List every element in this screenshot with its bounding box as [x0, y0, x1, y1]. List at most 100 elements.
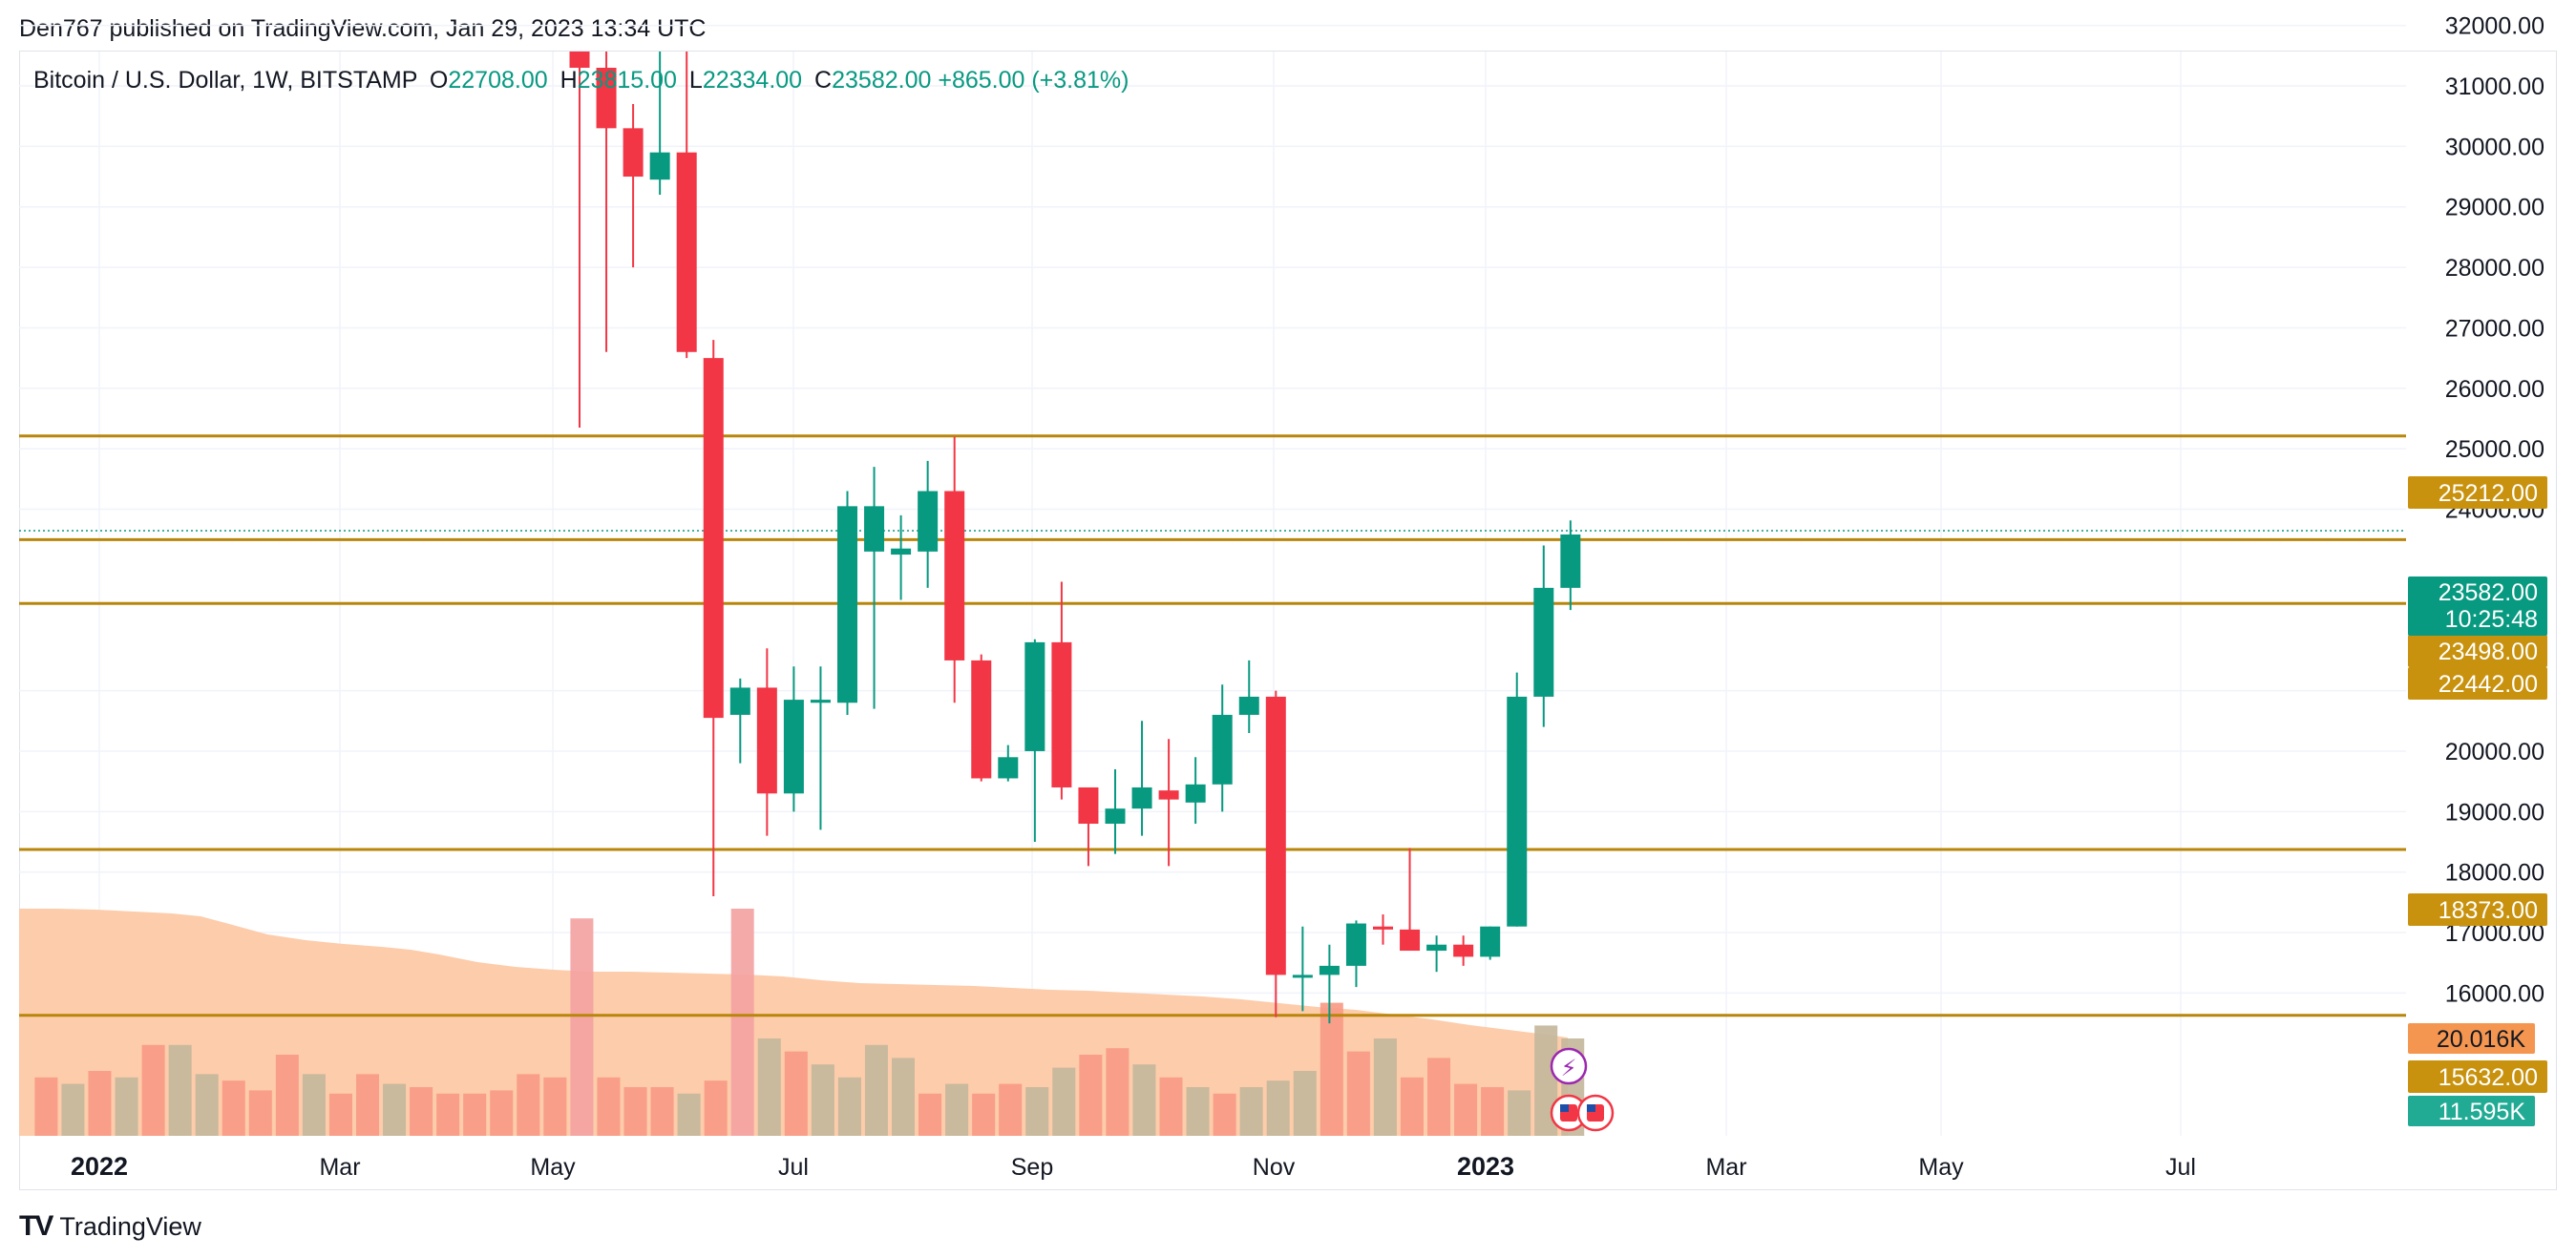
volume-bar — [1239, 1087, 1263, 1136]
volume-bar — [864, 1044, 888, 1136]
candle-body — [1345, 923, 1366, 966]
y-tick-label: 32000.00 — [2445, 13, 2544, 40]
volume-bar — [543, 1077, 567, 1136]
candle-body — [944, 491, 965, 660]
price-axis: 32000.00 31000.00 30000.00 29000.00 28000.00… — [2445, 13, 2544, 1008]
candle-body — [1319, 965, 1340, 975]
volume-bar — [1400, 1077, 1424, 1136]
plot-area — [19, 52, 2406, 1136]
y-tick-label: 16000.00 — [2445, 980, 2544, 1007]
candle-body — [1533, 587, 1554, 697]
volume-bar — [730, 909, 754, 1136]
us-flag-canton — [1587, 1104, 1595, 1112]
volume-bar — [704, 1080, 728, 1136]
candle-body — [596, 67, 617, 129]
volume-bar — [623, 1087, 647, 1136]
candle-body — [971, 660, 992, 779]
x-tick-label: Mar — [1705, 1154, 1746, 1181]
candle-body — [1051, 641, 1072, 787]
level-tag-bg — [2408, 667, 2547, 700]
volume-bar — [1186, 1087, 1210, 1136]
volume-bar — [1508, 1090, 1531, 1136]
level-tags: 25212.00 23498.00 22442.00 18373.00 15632.00… — [2408, 476, 2547, 1126]
volume-last-tag: 11.595K — [2439, 1099, 2526, 1125]
volume-bar — [1346, 1051, 1370, 1136]
candle-body — [1265, 696, 1286, 975]
volume-bar — [517, 1074, 540, 1136]
event-icons: ⚡ — [1550, 1047, 1615, 1132]
time-axis: 2022 Mar May Jul Sep Nov 2023 Mar May Jul — [71, 1152, 2196, 1181]
level-tag: 15632.00 — [2439, 1064, 2538, 1091]
close-label: C — [814, 67, 833, 94]
change-value: +865.00 (+3.81%) — [938, 67, 1130, 94]
level-tag-bg — [2408, 476, 2547, 509]
tradingview-footer[interactable]: TV TradingView — [19, 1210, 201, 1243]
volume-bar — [892, 1058, 915, 1136]
candle-body — [1105, 808, 1126, 824]
us-flag-canton — [1560, 1104, 1569, 1112]
level-tag-bg — [2408, 1060, 2547, 1093]
volume-ma-tag: 20.016K — [2437, 1026, 2525, 1053]
candle-body — [729, 687, 750, 715]
x-tick-label: 2022 — [71, 1152, 128, 1181]
high-value: 23815.00 — [577, 67, 677, 94]
current-price-tag-bg — [2408, 577, 2547, 636]
volume-bar — [784, 1051, 808, 1136]
volume-bar — [1293, 1071, 1317, 1136]
volume-bar — [918, 1093, 942, 1136]
volume-bar — [1373, 1038, 1397, 1136]
level-tag: 23498.00 — [2439, 639, 2538, 665]
grid-lines — [19, 24, 2406, 1136]
volume-bar — [972, 1093, 996, 1136]
x-tick-label: Nov — [1253, 1154, 1296, 1181]
candles — [569, 52, 1581, 1024]
candle-body — [1373, 926, 1393, 930]
candle-body — [1212, 714, 1233, 785]
brand-name: TradingView — [59, 1211, 201, 1241]
low-label: L — [688, 67, 703, 94]
volume-bar — [1106, 1048, 1130, 1136]
candle-body — [703, 358, 724, 719]
candle-body — [864, 506, 885, 552]
volume-bar — [1454, 1083, 1478, 1136]
volume-bar — [1079, 1055, 1103, 1136]
volume-bar — [945, 1083, 969, 1136]
volume-bar — [1052, 1067, 1076, 1136]
candle-body — [810, 700, 831, 703]
y-tick-label: 30000.00 — [2445, 134, 2544, 160]
candle-body — [1426, 944, 1447, 952]
volume-bar — [490, 1090, 514, 1136]
volume-bar — [811, 1064, 834, 1136]
y-tick-label: 31000.00 — [2445, 73, 2544, 100]
volume-bar — [168, 1044, 192, 1136]
level-tag: 18373.00 — [2439, 897, 2538, 924]
volume-bar — [837, 1077, 861, 1136]
candle-body — [891, 548, 912, 556]
lightning-glyph: ⚡ — [1561, 1056, 1577, 1081]
lightning-icon — [1550, 1047, 1588, 1085]
candle-body — [756, 687, 777, 794]
low-value: 22334.00 — [702, 67, 803, 94]
volume-bar — [570, 918, 594, 1136]
volume-bar — [141, 1044, 165, 1136]
publisher-line: Den767 published on TradingView.com, Jan… — [19, 15, 707, 42]
high-label: H — [560, 67, 578, 94]
volume-bar — [597, 1077, 621, 1136]
y-tick-label: 29000.00 — [2445, 195, 2544, 221]
volume-bar — [1427, 1058, 1450, 1136]
volume-bar — [999, 1083, 1023, 1136]
candle-body — [1560, 535, 1581, 588]
volume-bar — [410, 1087, 433, 1136]
volume-bar — [650, 1087, 674, 1136]
volume-bar — [88, 1071, 112, 1136]
candle-body — [1453, 944, 1474, 957]
candle-body — [623, 128, 644, 178]
chart-legend: Bitcoin / U.S. Dollar, 1W, BITSTAMP O227… — [33, 67, 1130, 94]
volume-bar — [34, 1077, 58, 1136]
volume-bar — [1481, 1087, 1505, 1136]
candle-body — [676, 152, 697, 352]
x-tick-label: Sep — [1011, 1154, 1053, 1181]
volume-bar — [757, 1038, 781, 1136]
volume-bar — [328, 1093, 352, 1136]
